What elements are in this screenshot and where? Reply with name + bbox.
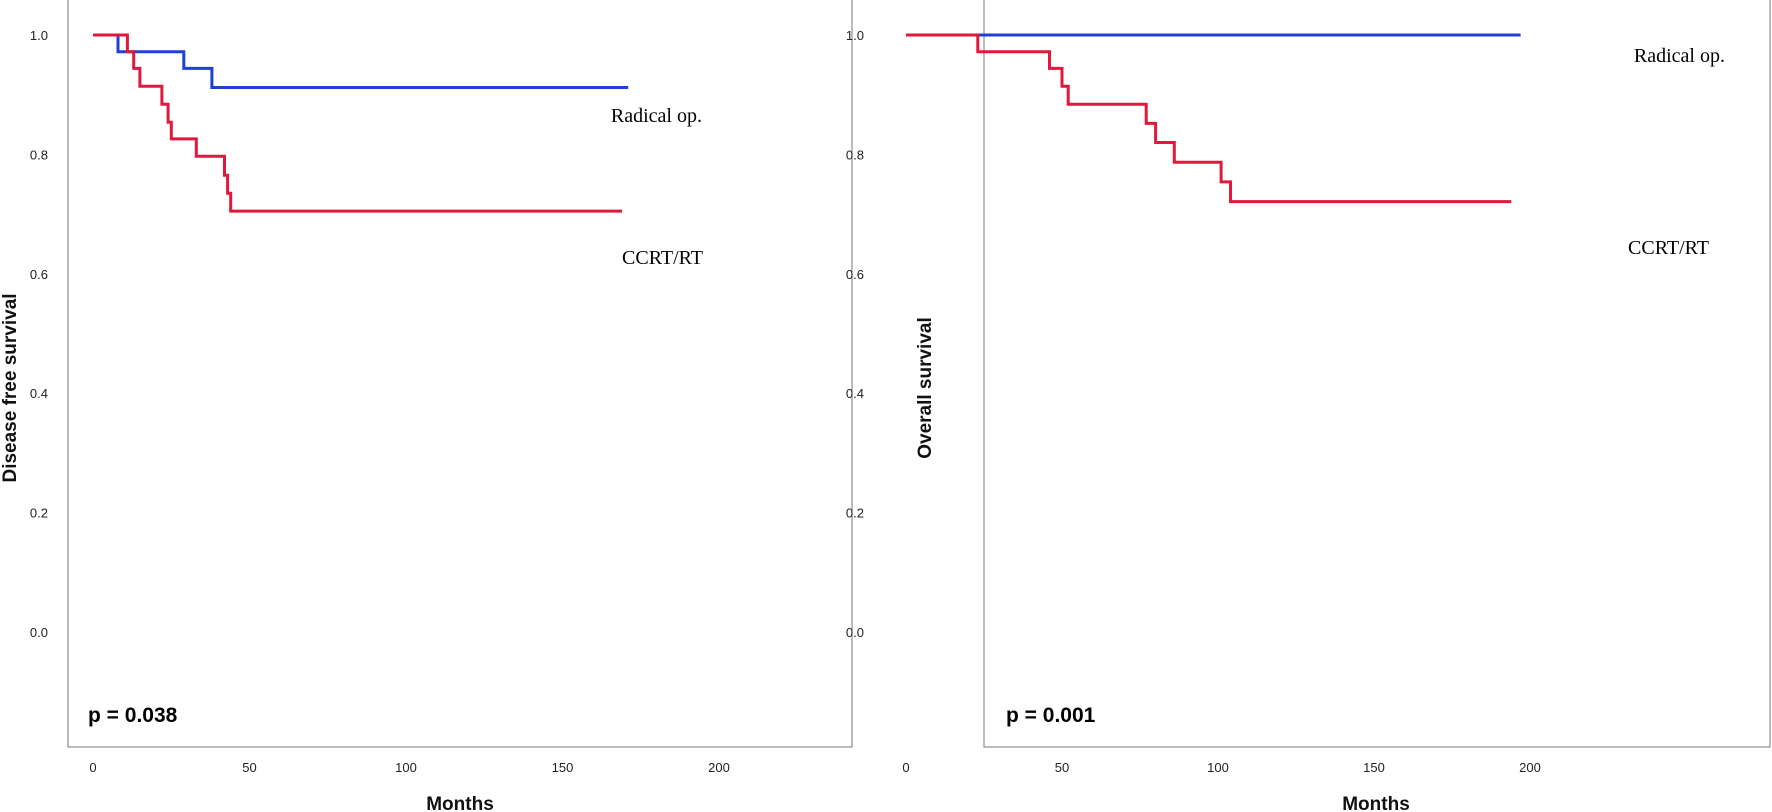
dfs-x-ticks: 0 50 100 150 200 <box>89 760 729 775</box>
os-x-tick-50: 50 <box>1055 760 1069 775</box>
dfs-y-tick-0-0: 0.0 <box>30 625 48 640</box>
os-series-label-ccrt-rt: CCRT/RT <box>1628 237 1709 259</box>
os-y-tick-0-4: 0.4 <box>846 386 864 401</box>
os-y-tick-0-0: 0.0 <box>846 625 864 640</box>
os-x-tick-200: 200 <box>1519 760 1541 775</box>
dfs-y-axis-title: Disease free survival <box>0 293 21 482</box>
dfs-x-tick-200: 200 <box>708 760 730 775</box>
dfs-x-axis-title: Months <box>426 794 494 812</box>
dfs-y-tick-1-0: 1.0 <box>30 28 48 43</box>
os-y-axis-title: Overall survival <box>915 317 936 459</box>
os-panel: 0.0 0.2 0.4 0.6 0.8 1.0 0 50 100 150 200 Radical … <box>846 0 1771 812</box>
dfs-x-tick-0: 0 <box>89 760 96 775</box>
os-x-tick-150: 150 <box>1363 760 1385 775</box>
dfs-series-label-radical-op: Radical op. <box>611 105 702 127</box>
dfs-p-value: p = 0.038 <box>88 704 178 727</box>
os-x-axis-title: Months <box>1342 794 1410 812</box>
os-y-tick-0-6: 0.6 <box>846 267 864 282</box>
os-y-tick-0-8: 0.8 <box>846 147 864 162</box>
dfs-panel: 0.0 0.2 0.4 0.6 0.8 1.0 0 50 100 150 200 Radical … <box>0 0 853 812</box>
dfs-y-tick-0-6: 0.6 <box>30 267 48 282</box>
os-y-tick-1-0: 1.0 <box>846 28 864 43</box>
dfs-series-label-ccrt-rt: CCRT/RT <box>622 247 703 269</box>
dfs-y-tick-0-4: 0.4 <box>30 386 48 401</box>
dfs-y-tick-0-8: 0.8 <box>30 147 48 162</box>
os-axis-frame <box>983 0 1771 748</box>
dfs-x-tick-50: 50 <box>242 760 256 775</box>
dfs-x-tick-150: 150 <box>552 760 574 775</box>
dfs-axis-frame <box>67 0 853 748</box>
os-x-tick-0: 0 <box>902 760 909 775</box>
os-p-value: p = 0.001 <box>1006 704 1096 727</box>
os-x-tick-100: 100 <box>1207 760 1229 775</box>
os-curves <box>906 33 1521 204</box>
dfs-curves <box>93 33 629 213</box>
dfs-y-tick-0-2: 0.2 <box>30 506 48 521</box>
dfs-curve-radical-op <box>93 33 629 89</box>
dfs-x-tick-100: 100 <box>395 760 417 775</box>
os-curve-ccrt-rt <box>906 33 1512 204</box>
os-y-ticks: 0.0 0.2 0.4 0.6 0.8 1.0 <box>846 28 864 640</box>
dfs-y-ticks: 0.0 0.2 0.4 0.6 0.8 1.0 <box>30 28 48 640</box>
os-y-tick-0-2: 0.2 <box>846 506 864 521</box>
dfs-curve-ccrt-rt <box>93 33 622 213</box>
os-x-ticks: 0 50 100 150 200 <box>902 760 1540 775</box>
os-series-label-radical-op: Radical op. <box>1634 45 1725 67</box>
